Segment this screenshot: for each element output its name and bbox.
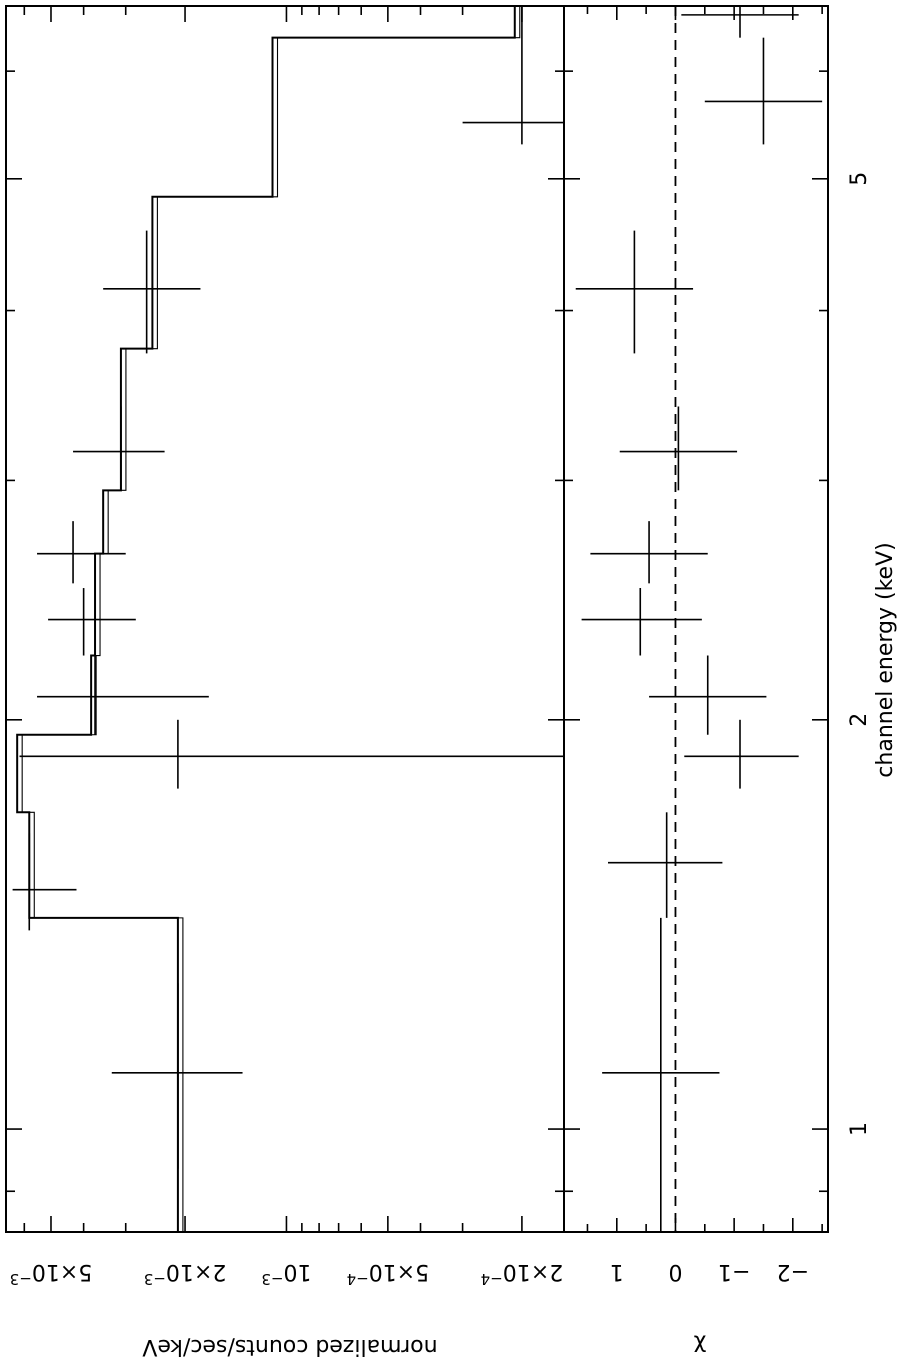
y-axis-title-residual: χ bbox=[693, 1334, 706, 1359]
y-axis-title-spectrum: normalized counts/sec/keV bbox=[142, 1334, 437, 1359]
data-point bbox=[48, 588, 136, 656]
data-point bbox=[103, 230, 201, 354]
data-point bbox=[462, 6, 564, 145]
residual-point bbox=[581, 588, 702, 656]
residual-point bbox=[684, 719, 799, 789]
residual-point bbox=[608, 812, 723, 918]
chi-tick-label: −1 bbox=[718, 1259, 750, 1284]
residual-point bbox=[602, 917, 720, 1232]
data-point bbox=[111, 983, 243, 1169]
x-tick-label: 1 bbox=[847, 1122, 872, 1136]
chi-tick-label: 1 bbox=[610, 1259, 624, 1284]
y-tick-label: 2×10−4 bbox=[481, 1259, 564, 1288]
y-tick-label: 5×10−3 bbox=[10, 1259, 93, 1288]
y-tick-label: 2×10−3 bbox=[144, 1259, 227, 1288]
residual-data-points bbox=[575, 6, 823, 1232]
x-tick-label: 2 bbox=[847, 713, 872, 727]
data-point bbox=[37, 655, 209, 735]
tick-labels: 1 2 5 2×10−4 5×10−4 10−3 2×10−3 5×10−3 −2 −1 0 1 bbox=[10, 172, 872, 1288]
residual-point bbox=[619, 406, 738, 491]
data-point bbox=[73, 406, 165, 491]
spectrum-data-points bbox=[12, 6, 564, 1169]
residual-point bbox=[649, 655, 767, 735]
residual-point bbox=[590, 521, 708, 584]
data-point bbox=[37, 521, 126, 584]
y-tick-label: 5×10−4 bbox=[347, 1259, 430, 1288]
data-point bbox=[19, 719, 564, 789]
x-axis-title: channel energy (keV) bbox=[873, 542, 898, 777]
residual-point bbox=[704, 37, 823, 145]
x-tick-label: 5 bbox=[847, 172, 872, 186]
y-tick-label: 10−3 bbox=[261, 1259, 311, 1288]
chi-tick-label: 0 bbox=[668, 1259, 682, 1284]
chi-tick-label: −2 bbox=[777, 1259, 809, 1284]
residual-point bbox=[681, 6, 799, 38]
data-point bbox=[12, 833, 77, 931]
residual-panel-frame bbox=[563, 5, 829, 1233]
residual-point bbox=[575, 230, 694, 354]
